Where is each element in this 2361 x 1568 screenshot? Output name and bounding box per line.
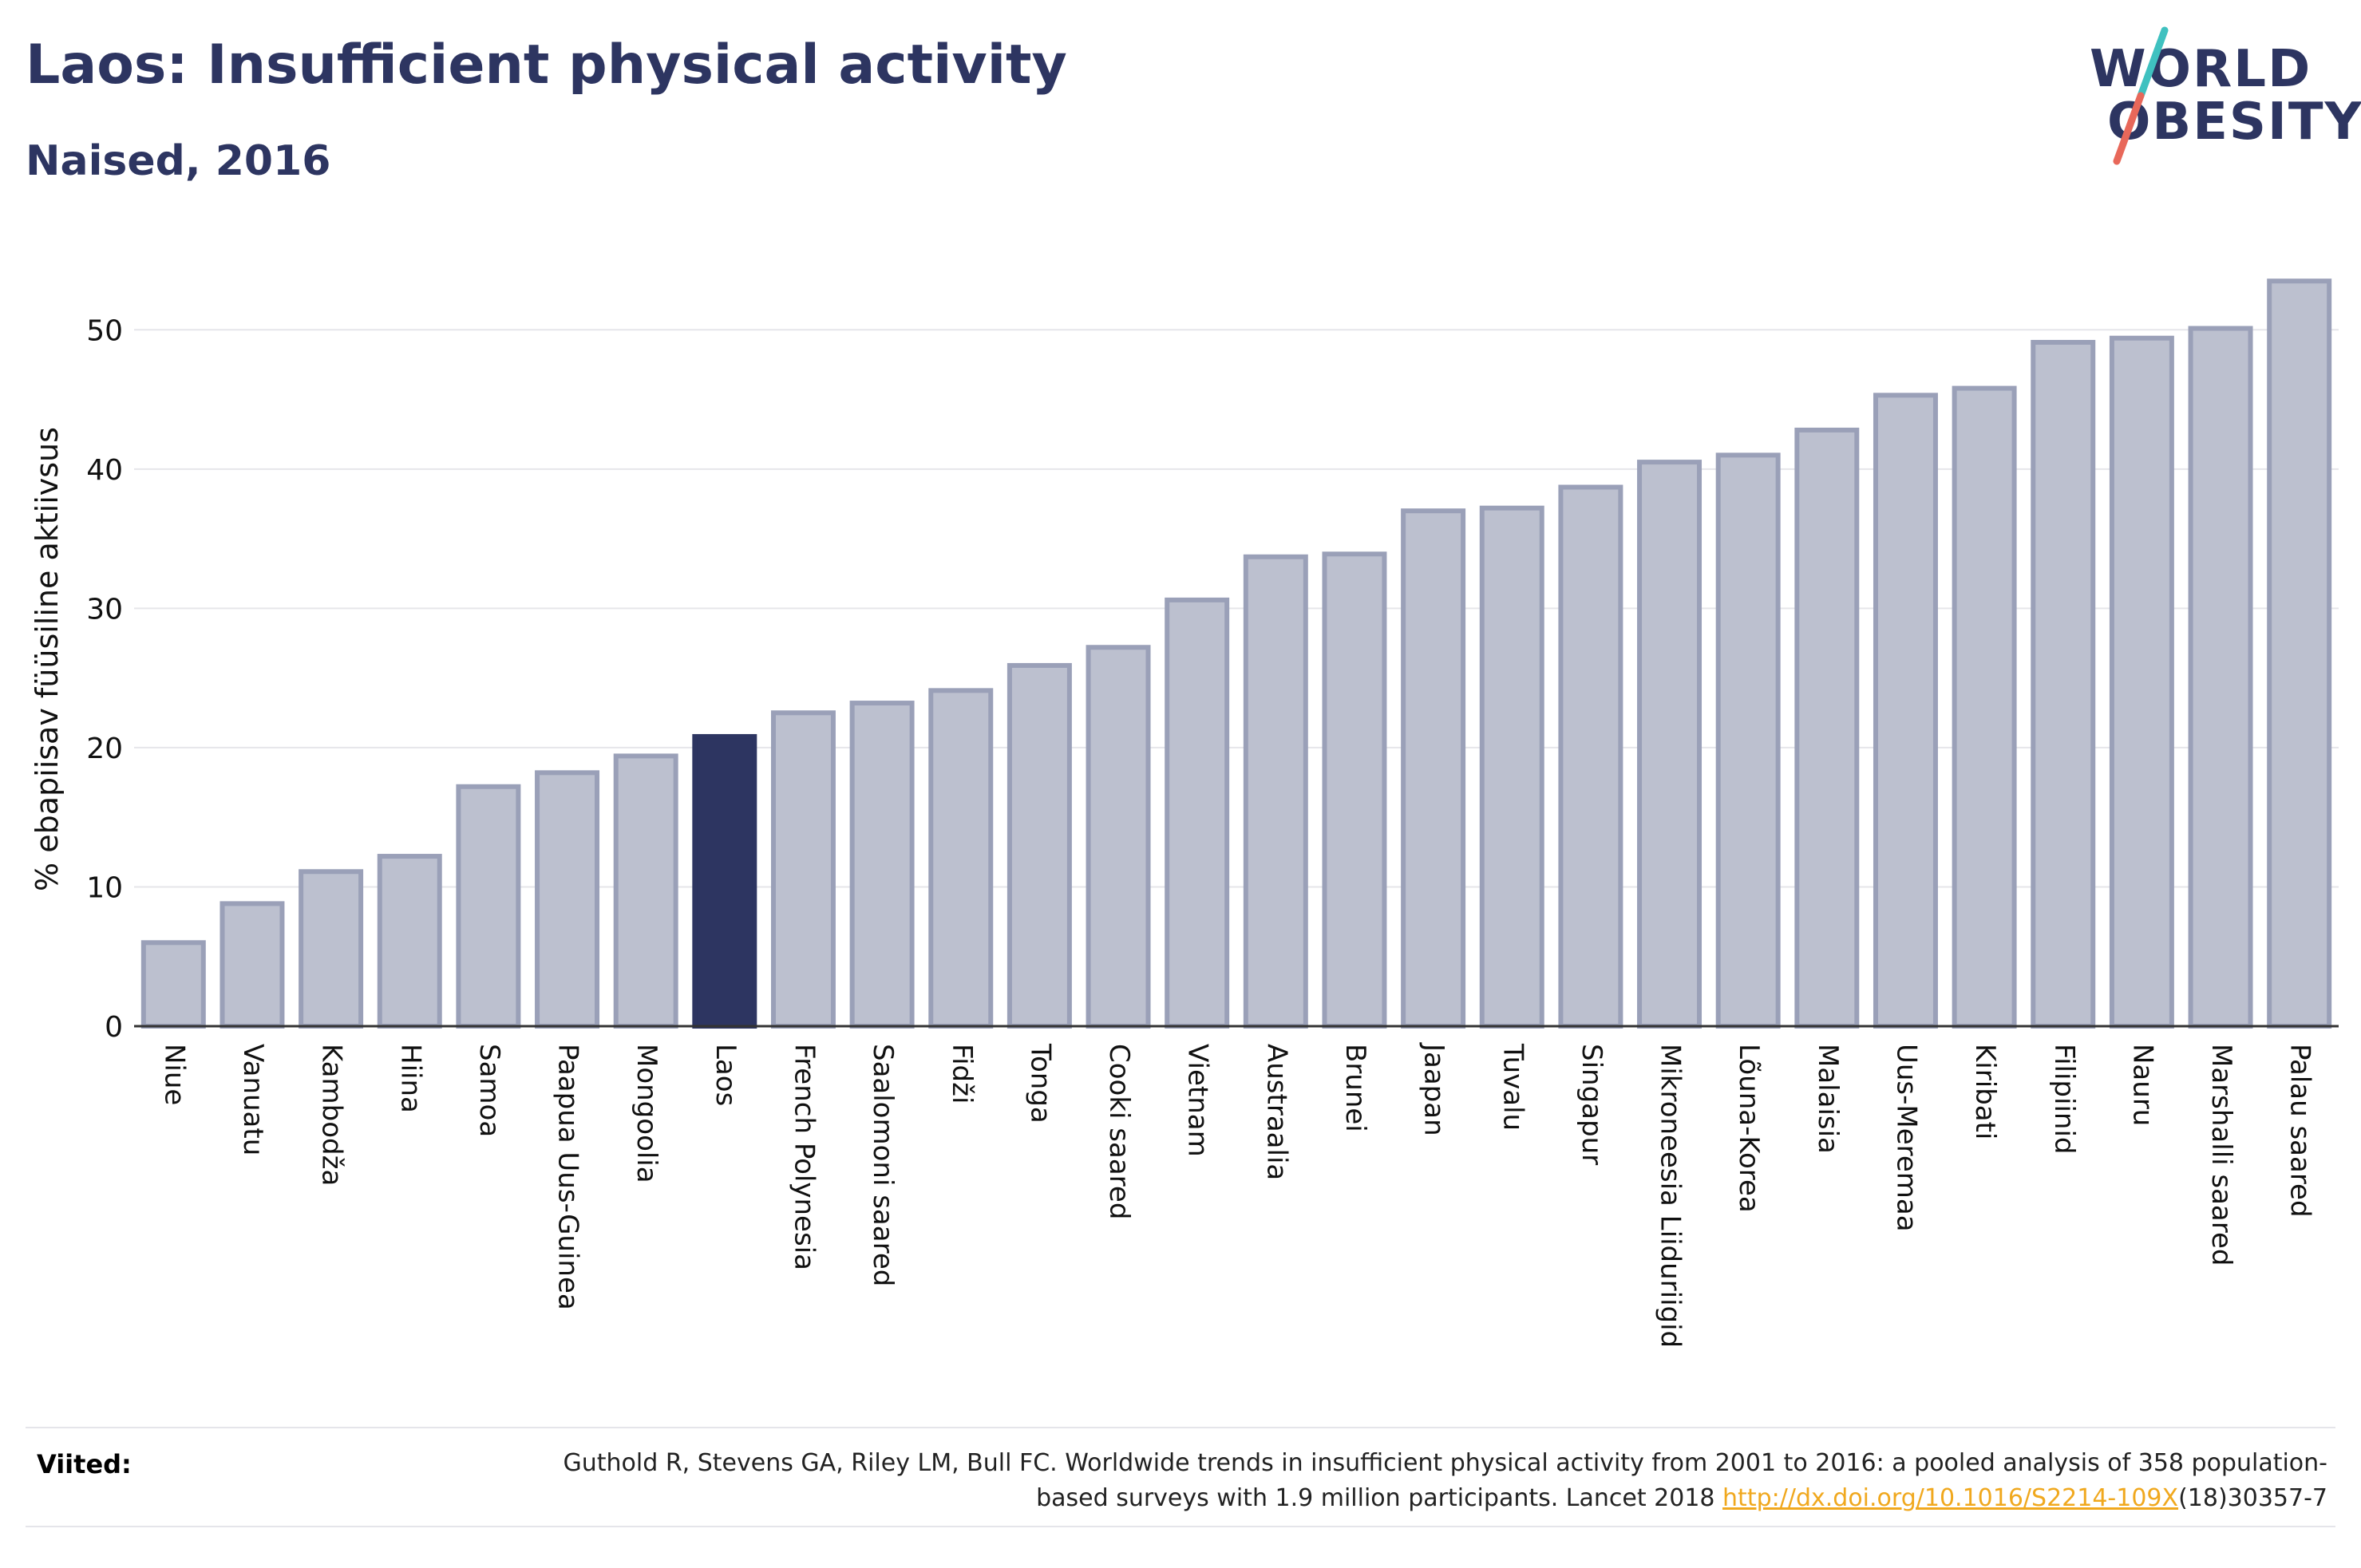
bar [140, 940, 206, 1029]
bar [1794, 427, 1860, 1029]
references-label: Viited: [37, 1449, 132, 1479]
logo-line-2: OBESITY [2107, 93, 2361, 152]
y-tick-label: 20 [86, 733, 123, 765]
x-tick-label: Kambodža [316, 1044, 348, 1186]
bar [1637, 460, 1703, 1029]
bar [1558, 484, 1623, 1029]
world-obesity-logo: WORLD OBESITY [2075, 24, 2361, 176]
bar [299, 869, 364, 1029]
chart-subtitle: Naised, 2016 [26, 137, 331, 185]
reference-divider-top [26, 1427, 2335, 1428]
bar [928, 688, 994, 1029]
bar [1006, 662, 1072, 1029]
bar [1952, 385, 2017, 1029]
bar [2031, 339, 2096, 1029]
x-tick-label: Mongoolia [631, 1044, 662, 1183]
x-tick-label: Malaisia [1812, 1044, 1844, 1154]
x-tick-label: Niue [158, 1044, 190, 1105]
x-tick-label: Nauru [2126, 1044, 2158, 1126]
x-tick-label: Vietnam [1182, 1044, 1214, 1157]
bar [2109, 335, 2174, 1029]
bar [613, 753, 678, 1029]
bar [219, 901, 285, 1029]
bar [770, 710, 836, 1029]
x-tick-label: French Polynesia [788, 1044, 820, 1270]
bar [1873, 393, 1938, 1029]
chart-title: Laos: Insufficient physical activity [26, 34, 1067, 97]
bar [2188, 326, 2253, 1029]
y-tick-label: 10 [86, 871, 123, 904]
logo-line-1: WORLD [2090, 40, 2312, 99]
bar [1715, 452, 1781, 1029]
bars [140, 278, 2332, 1029]
bar-chart: 0 10 20 30 40 50 Niue Vanuatu Kambodža Hiina Samoa… [30, 278, 2339, 1348]
x-tick-label: Fidži [946, 1044, 978, 1104]
x-tick-label: Tonga [1024, 1043, 1056, 1124]
bar [456, 784, 521, 1029]
reference-citation: Guthold R, Stevens GA, Riley LM, Bull FC… [563, 1449, 2327, 1512]
x-tick-label: Filipiinid [2048, 1044, 2080, 1154]
x-tick-label: Kiribati [1969, 1044, 2001, 1139]
x-tick-label: Brunei [1339, 1044, 1371, 1132]
bar [1322, 551, 1387, 1029]
x-tick-label: Tuvalu [1497, 1043, 1529, 1131]
bar [1086, 645, 1151, 1029]
bar [1165, 597, 1230, 1029]
x-tick-label: Hiina [394, 1044, 426, 1113]
x-tick-label: Singapur [1576, 1044, 1608, 1165]
x-tick-label: Uus-Meremaa [1890, 1044, 1922, 1232]
y-tick-label: 0 [105, 1011, 123, 1044]
x-tick-label: Samoa [473, 1044, 505, 1137]
x-tick-label: Mikroneesia Liiduriigid [1655, 1044, 1687, 1348]
x-tick-label: Laos [710, 1044, 742, 1106]
bar-highlight [692, 733, 757, 1029]
references-text: Guthold R, Stevens GA, Riley LM, Bull FC… [492, 1446, 2327, 1516]
x-tick-label: Austraalia [1260, 1044, 1292, 1180]
x-tick-label: Saalomoni saared [867, 1044, 899, 1286]
y-tick-label: 30 [86, 593, 123, 626]
axes: 0 10 20 30 40 50 Niue Vanuatu Kambodža Hiina Samoa… [86, 314, 2339, 1348]
bar [377, 854, 442, 1029]
y-tick-label: 50 [86, 314, 123, 347]
x-tick-label: Jaapan [1418, 1042, 1450, 1136]
x-tick-label: Cooki saared [1103, 1044, 1135, 1219]
x-tick-label: Palau saared [2284, 1044, 2316, 1218]
bar [1479, 505, 1544, 1029]
y-axis-label: % ebapiisav füüsiline aktiivsus [30, 427, 65, 891]
x-tick-label: Paapua Uus-Guinea [552, 1044, 584, 1310]
reference-doi-link[interactable]: http://dx.doi.org/10.1016/S2214-109X [1722, 1484, 2179, 1512]
x-tick-label: Vanuatu [237, 1044, 269, 1155]
logo-slash-icon [2113, 26, 2169, 165]
y-tick-label: 40 [86, 454, 123, 487]
bar [2267, 278, 2332, 1029]
bar [1401, 508, 1466, 1029]
reference-divider-bottom [26, 1526, 2335, 1527]
reference-doi-suffix: (18)30357-7 [2178, 1484, 2327, 1512]
bar [1243, 554, 1308, 1029]
bar [849, 701, 915, 1029]
x-tick-label: Lõuna-Korea [1733, 1044, 1765, 1213]
x-tick-label: Marshalli saared [2205, 1044, 2237, 1266]
bar [535, 770, 600, 1029]
